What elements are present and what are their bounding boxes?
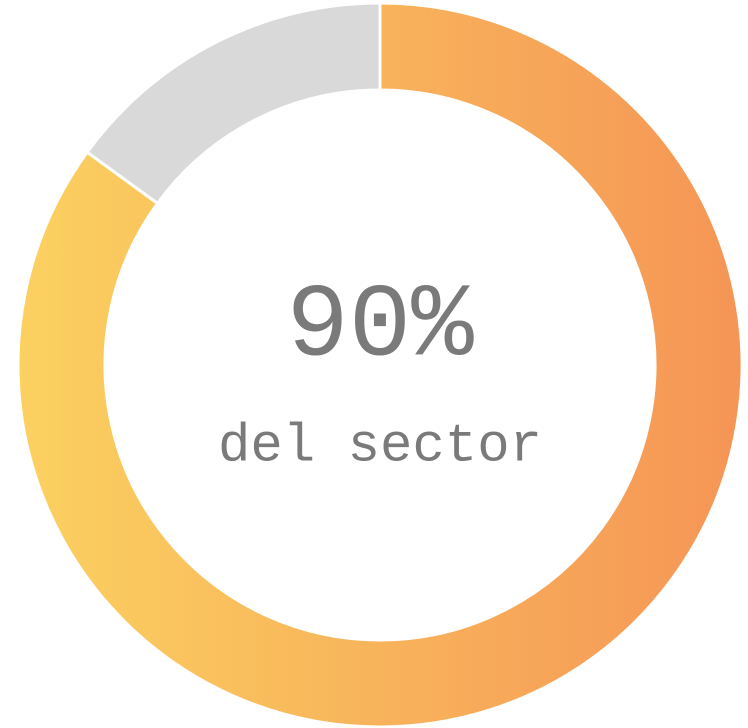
center-value: 90% <box>286 268 474 386</box>
donut-segment <box>16 1 744 728</box>
donut <box>16 1 744 728</box>
donut-segment <box>85 1 382 206</box>
center-label: del sector <box>218 416 542 477</box>
